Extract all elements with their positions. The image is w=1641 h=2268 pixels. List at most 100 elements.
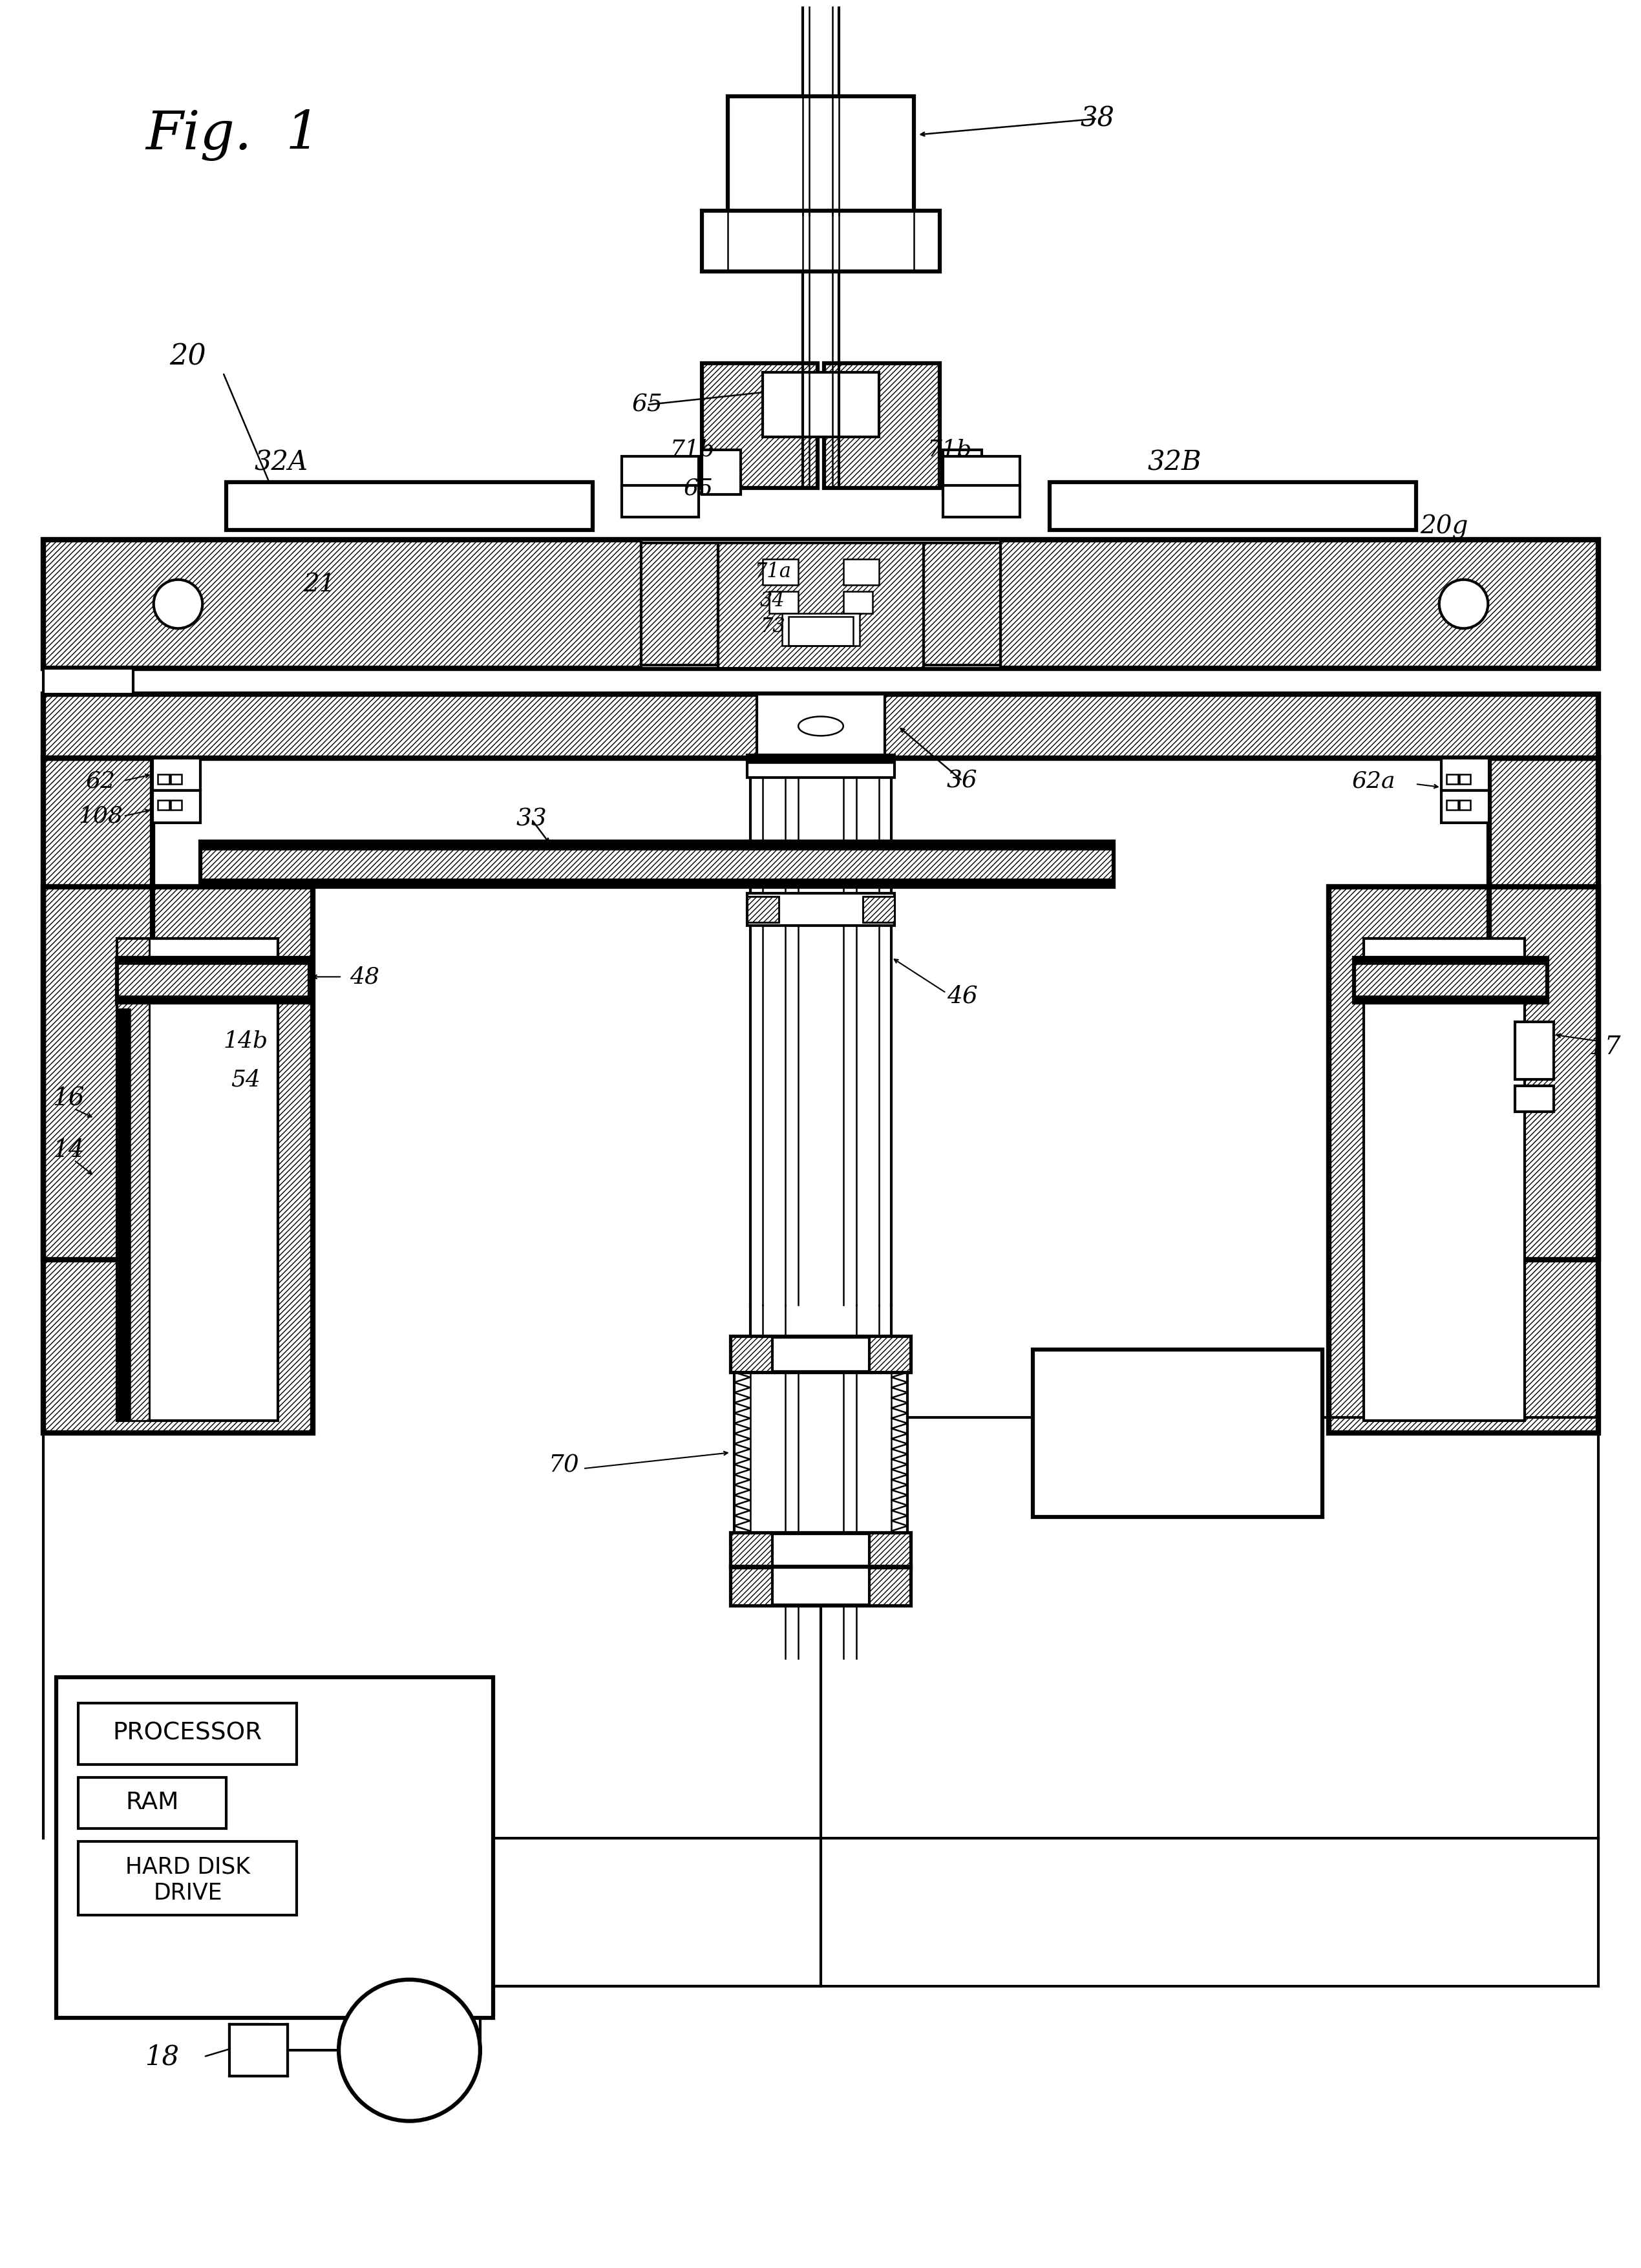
Text: 71b: 71b	[927, 438, 971, 460]
Bar	[622, 456, 699, 488]
Bar	[730, 1336, 911, 1372]
Bar	[79, 1703, 297, 1765]
Text: 70: 70	[548, 1454, 579, 1476]
Bar	[1459, 801, 1470, 810]
Bar	[747, 755, 894, 778]
Bar	[1515, 1086, 1554, 1111]
Bar	[1354, 957, 1547, 964]
Bar	[1354, 996, 1547, 1002]
Bar	[1515, 1023, 1554, 1080]
Bar	[1329, 887, 1598, 1433]
Text: 18: 18	[144, 2043, 179, 2071]
Bar	[1446, 801, 1457, 810]
Text: 46: 46	[947, 984, 978, 1007]
Bar	[43, 540, 1598, 669]
Bar	[43, 758, 153, 1259]
Text: 20: 20	[169, 342, 207, 370]
Bar	[702, 449, 740, 494]
Bar	[43, 758, 153, 1259]
Bar	[870, 1567, 911, 1606]
Bar	[43, 669, 133, 694]
Bar	[117, 957, 310, 964]
Bar	[153, 792, 200, 823]
Bar	[944, 456, 1021, 488]
Bar	[117, 939, 149, 1420]
Bar	[870, 1533, 911, 1567]
Bar	[1364, 939, 1524, 1420]
Bar	[1490, 758, 1598, 1259]
Circle shape	[154, 581, 202, 628]
Bar	[153, 758, 200, 792]
Text: 62a: 62a	[1352, 769, 1395, 792]
Text: 38: 38	[1080, 104, 1114, 132]
Text: HARD DISK: HARD DISK	[125, 1855, 249, 1878]
Text: 34: 34	[760, 590, 784, 610]
Text: 20g: 20g	[1419, 515, 1469, 540]
Bar	[730, 1533, 773, 1567]
Text: 71b: 71b	[670, 438, 714, 460]
Bar	[226, 481, 592, 531]
Bar	[789, 617, 853, 646]
Text: 32A: 32A	[254, 449, 309, 476]
Bar	[730, 1533, 911, 1567]
Bar	[863, 896, 894, 923]
Bar	[824, 363, 940, 488]
Bar	[171, 773, 182, 785]
Bar	[117, 957, 310, 1002]
Text: 16: 16	[53, 1086, 85, 1111]
Bar	[1441, 792, 1490, 823]
Text: RAM: RAM	[126, 1792, 179, 1814]
Bar	[1354, 957, 1547, 1002]
Bar	[747, 755, 894, 762]
Bar	[730, 1567, 911, 1606]
Bar	[719, 542, 924, 669]
Text: 14b: 14b	[223, 1030, 267, 1052]
Bar	[56, 1678, 492, 2019]
Bar	[702, 363, 817, 488]
Circle shape	[338, 1980, 481, 2121]
Bar	[117, 996, 310, 1002]
Bar	[783, 615, 860, 646]
Bar	[1032, 1349, 1323, 1517]
Text: 17: 17	[1588, 1036, 1621, 1059]
Bar	[924, 542, 1001, 665]
Text: 108: 108	[79, 805, 123, 828]
Bar	[702, 363, 817, 488]
Bar	[944, 449, 981, 494]
Bar	[43, 758, 153, 1433]
Bar	[843, 592, 873, 615]
Bar	[158, 773, 169, 785]
Bar	[944, 485, 1021, 517]
Bar	[730, 1567, 773, 1606]
Bar	[924, 542, 1001, 665]
Bar	[158, 801, 169, 810]
Bar	[870, 1533, 911, 1567]
Text: 48: 48	[350, 966, 379, 989]
Bar	[730, 1336, 773, 1372]
Bar	[1459, 773, 1470, 785]
Bar	[730, 1533, 773, 1567]
Bar	[200, 841, 1113, 887]
Bar	[43, 540, 1598, 669]
Bar	[747, 894, 894, 925]
Bar	[117, 1009, 130, 1420]
Bar	[117, 957, 310, 1002]
Text: DRIVE: DRIVE	[153, 1882, 222, 1903]
Bar	[870, 1567, 911, 1606]
Bar	[642, 542, 719, 665]
Bar	[747, 896, 779, 923]
Bar	[702, 211, 940, 272]
Text: 21: 21	[304, 574, 335, 596]
Bar	[730, 1336, 773, 1372]
Text: 36: 36	[947, 769, 978, 792]
Bar	[642, 540, 1001, 669]
Text: Fig.  1: Fig. 1	[146, 109, 320, 161]
Bar	[642, 542, 719, 665]
Text: 71a: 71a	[755, 562, 791, 583]
Bar	[1050, 481, 1416, 531]
Bar	[622, 485, 699, 517]
Bar	[727, 95, 914, 215]
Bar	[1446, 773, 1457, 785]
Text: 65: 65	[632, 392, 663, 417]
Text: 14: 14	[53, 1139, 85, 1161]
